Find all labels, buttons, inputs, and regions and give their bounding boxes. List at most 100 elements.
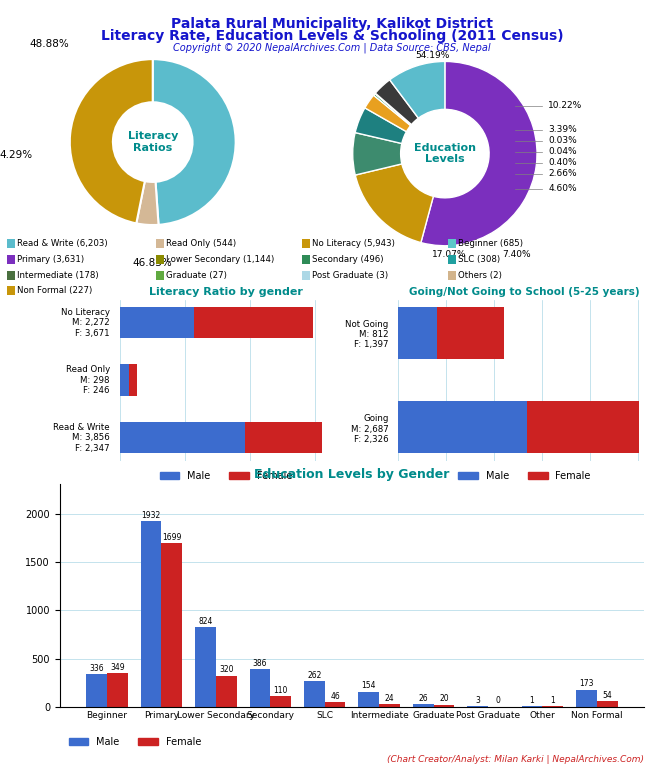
Bar xyxy=(129,364,137,396)
Text: 0.40%: 0.40% xyxy=(548,158,577,167)
Bar xyxy=(398,307,438,359)
Text: 54: 54 xyxy=(602,691,612,700)
Bar xyxy=(304,681,325,707)
Bar xyxy=(301,271,310,280)
Bar xyxy=(576,690,597,707)
Text: 110: 110 xyxy=(274,686,288,694)
Bar xyxy=(398,402,527,453)
Bar xyxy=(7,271,15,280)
Wedge shape xyxy=(365,95,410,131)
Text: (Chart Creator/Analyst: Milan Karki | NepalArchives.Com): (Chart Creator/Analyst: Milan Karki | Ne… xyxy=(387,755,644,764)
Wedge shape xyxy=(70,59,153,223)
Text: 54.19%: 54.19% xyxy=(416,51,450,60)
Text: 386: 386 xyxy=(253,659,267,668)
Text: 46: 46 xyxy=(330,692,340,700)
Text: 262: 262 xyxy=(307,671,321,680)
Bar xyxy=(413,704,434,707)
Wedge shape xyxy=(421,61,537,246)
Text: Copyright © 2020 NepalArchives.Com | Data Source: CBS, Nepal: Copyright © 2020 NepalArchives.Com | Dat… xyxy=(173,42,491,53)
Text: 48.88%: 48.88% xyxy=(29,38,69,49)
Title: Literacy Ratio by gender: Literacy Ratio by gender xyxy=(149,287,303,297)
Bar xyxy=(301,239,310,248)
Text: 1699: 1699 xyxy=(162,533,181,542)
Text: 336: 336 xyxy=(90,664,104,673)
Text: Literacy Rate, Education Levels & Schooling (2011 Census): Literacy Rate, Education Levels & School… xyxy=(101,29,563,43)
Wedge shape xyxy=(353,133,402,175)
Wedge shape xyxy=(375,93,412,124)
Bar xyxy=(448,239,456,248)
Title: Going/Not Going to School (5-25 years): Going/Not Going to School (5-25 years) xyxy=(409,287,640,297)
Text: Primary (3,631): Primary (3,631) xyxy=(17,255,84,264)
Bar xyxy=(325,702,345,707)
Bar xyxy=(195,627,216,707)
Wedge shape xyxy=(375,80,418,124)
Text: Graduate (27): Graduate (27) xyxy=(166,271,227,280)
Text: 20: 20 xyxy=(439,694,449,703)
Bar xyxy=(245,422,322,453)
Text: 173: 173 xyxy=(579,680,594,688)
Text: Lower Secondary (1,144): Lower Secondary (1,144) xyxy=(166,255,274,264)
Text: Non Formal (227): Non Formal (227) xyxy=(17,286,92,295)
Bar xyxy=(120,307,194,339)
Legend: Male, Female: Male, Female xyxy=(64,733,205,750)
Wedge shape xyxy=(153,59,236,225)
Text: 4.29%: 4.29% xyxy=(0,150,33,160)
Text: Education
Levels: Education Levels xyxy=(414,143,476,164)
Bar xyxy=(7,255,15,264)
Text: 0: 0 xyxy=(496,696,501,705)
Text: Intermediate (178): Intermediate (178) xyxy=(17,271,99,280)
Text: 0.03%: 0.03% xyxy=(548,136,577,145)
Title: Education Levels by Gender: Education Levels by Gender xyxy=(254,468,450,482)
Wedge shape xyxy=(355,108,406,144)
Text: 7.40%: 7.40% xyxy=(503,250,531,260)
Bar xyxy=(448,271,456,280)
Text: 1: 1 xyxy=(530,696,535,705)
Text: Read & Write (6,203): Read & Write (6,203) xyxy=(17,239,108,248)
Text: 4.60%: 4.60% xyxy=(548,184,577,193)
Text: 26: 26 xyxy=(418,694,428,703)
Text: 320: 320 xyxy=(219,665,234,674)
Bar xyxy=(107,673,127,707)
Text: Literacy
Ratios: Literacy Ratios xyxy=(127,131,178,153)
Legend: Male, Female: Male, Female xyxy=(155,467,296,485)
Text: 10.22%: 10.22% xyxy=(548,101,582,110)
Text: 349: 349 xyxy=(110,663,125,671)
Text: 824: 824 xyxy=(199,617,212,626)
Bar xyxy=(120,364,129,396)
Wedge shape xyxy=(390,61,445,118)
Text: 154: 154 xyxy=(361,681,376,690)
Text: 1932: 1932 xyxy=(141,511,161,519)
Bar xyxy=(7,286,15,295)
Bar xyxy=(86,674,107,707)
Text: SLC (308): SLC (308) xyxy=(458,255,501,264)
Bar xyxy=(270,696,291,707)
Text: Others (2): Others (2) xyxy=(458,271,502,280)
Text: Palata Rural Municipality, Kalikot District: Palata Rural Municipality, Kalikot Distr… xyxy=(171,17,493,31)
Bar xyxy=(141,521,161,707)
Bar xyxy=(434,704,454,707)
Bar xyxy=(301,255,310,264)
Bar xyxy=(155,255,164,264)
Text: Read Only (544): Read Only (544) xyxy=(166,239,236,248)
Wedge shape xyxy=(136,181,159,225)
Bar xyxy=(194,307,313,339)
Bar xyxy=(527,402,639,453)
Text: Beginner (685): Beginner (685) xyxy=(458,239,523,248)
Text: 46.83%: 46.83% xyxy=(133,258,173,268)
Bar xyxy=(120,422,245,453)
Bar xyxy=(250,670,270,707)
Text: No Literacy (5,943): No Literacy (5,943) xyxy=(312,239,395,248)
Bar xyxy=(379,704,400,707)
Wedge shape xyxy=(374,94,412,126)
Bar xyxy=(161,543,182,707)
Wedge shape xyxy=(355,164,434,243)
Bar xyxy=(216,676,236,707)
Text: 17.07%: 17.07% xyxy=(432,250,467,260)
Bar xyxy=(155,239,164,248)
Text: 3: 3 xyxy=(475,696,480,705)
Text: 1: 1 xyxy=(550,696,555,705)
Text: 3.39%: 3.39% xyxy=(548,125,577,134)
Text: 24: 24 xyxy=(384,694,394,703)
Text: Post Graduate (3): Post Graduate (3) xyxy=(312,271,388,280)
Text: 0.04%: 0.04% xyxy=(548,147,577,156)
